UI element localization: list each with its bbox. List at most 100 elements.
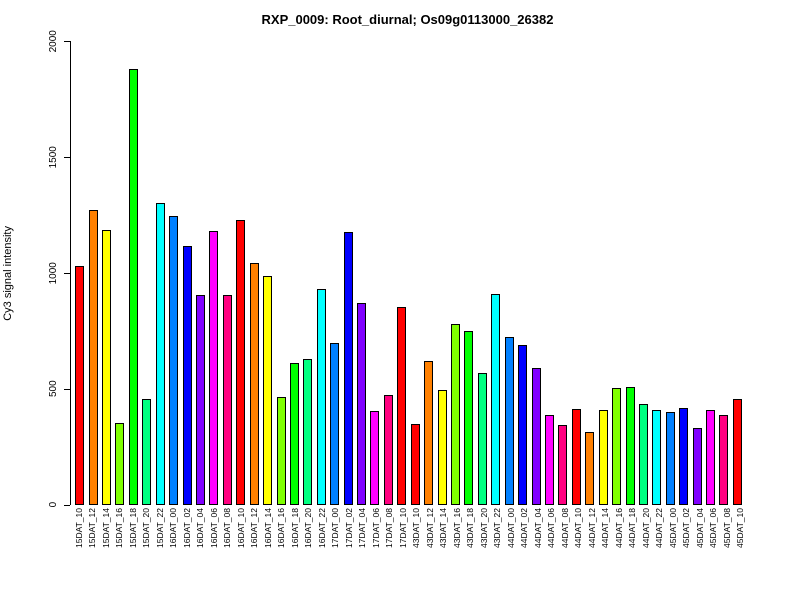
x-tick-label: 44DAT_00 (505, 508, 516, 549)
bar (316, 289, 326, 505)
x-tick-slot: 45DAT_02 (680, 508, 694, 588)
x-tick-slot: 44DAT_16 (612, 508, 626, 588)
bar (477, 372, 487, 505)
bar (330, 342, 340, 505)
bar (343, 232, 353, 505)
bar-slot (570, 41, 583, 505)
x-tick-slot: 16DAT_04 (194, 508, 208, 588)
bar (585, 431, 595, 505)
y-axis: 0 500 1000 1500 2000 (0, 30, 70, 508)
x-tick-slot: 43DAT_10 (410, 508, 424, 588)
x-tick-label: 16DAT_14 (262, 508, 273, 549)
x-tick-slot: 16DAT_18 (288, 508, 302, 588)
x-tick-slot: 15DAT_10 (72, 508, 86, 588)
bar-slot (462, 41, 475, 505)
x-tick-slot: 44DAT_06 (545, 508, 559, 588)
x-tick-label: 45DAT_02 (681, 508, 692, 549)
x-tick-label: 16DAT_08 (222, 508, 233, 549)
bar-slot (489, 41, 502, 505)
x-tick-slot: 43DAT_22 (491, 508, 505, 588)
bar-slot (610, 41, 623, 505)
x-tick-label: 44DAT_14 (600, 508, 611, 549)
x-tick-label: 43DAT_16 (451, 508, 462, 549)
bar (209, 231, 219, 505)
bar-slot (449, 41, 462, 505)
x-tick-slot: 43DAT_18 (464, 508, 478, 588)
bar (222, 295, 232, 505)
bar-slot (154, 41, 167, 505)
bar-slot (516, 41, 529, 505)
x-tick-slot: 15DAT_12 (86, 508, 100, 588)
bar (706, 409, 716, 505)
y-tick-label: 0 (48, 502, 59, 508)
x-tick-slot: 43DAT_12 (423, 508, 437, 588)
bar (504, 336, 514, 505)
y-tick-label: 1500 (48, 145, 59, 169)
x-tick-label: 15DAT_22 (154, 508, 165, 549)
x-tick-label: 16DAT_06 (208, 508, 219, 549)
bar-slot (556, 41, 569, 505)
x-tick-slot: 17DAT_06 (369, 508, 383, 588)
bar (612, 387, 622, 505)
x-tick-label: 44DAT_06 (546, 508, 557, 549)
x-tick-label: 43DAT_14 (438, 508, 449, 549)
bar-slot (637, 41, 650, 505)
x-tick-slot: 44DAT_00 (504, 508, 518, 588)
bar (558, 424, 568, 505)
y-tick-mark (64, 40, 70, 42)
bar-slot (435, 41, 448, 505)
bar (665, 412, 675, 505)
x-tick-label: 16DAT_02 (181, 508, 192, 549)
x-tick-slot: 16DAT_20 (302, 508, 316, 588)
x-tick-slot: 16DAT_00 (167, 508, 181, 588)
x-tick-label: 15DAT_10 (73, 508, 84, 549)
x-tick-label: 45DAT_08 (721, 508, 732, 549)
x-tick-slot: 45DAT_04 (693, 508, 707, 588)
y-tick-label: 2000 (48, 29, 59, 53)
x-tick-label: 16DAT_22 (316, 508, 327, 549)
bar (571, 408, 581, 505)
y-tick-mark (64, 156, 70, 158)
bar-slot (543, 41, 556, 505)
x-tick-slot: 16DAT_22 (315, 508, 329, 588)
bar (679, 407, 689, 505)
x-tick-label: 43DAT_18 (465, 508, 476, 549)
x-tick-slot: 44DAT_12 (585, 508, 599, 588)
x-tick-slot: 16DAT_08 (221, 508, 235, 588)
bar-slot (274, 41, 287, 505)
bar (598, 409, 608, 505)
x-tick-label: 43DAT_10 (411, 508, 422, 549)
bar-slot (529, 41, 542, 505)
bar-slot (86, 41, 99, 505)
x-tick-label: 44DAT_20 (640, 508, 651, 549)
x-tick-slot: 16DAT_02 (180, 508, 194, 588)
x-tick-label: 15DAT_14 (100, 508, 111, 549)
x-tick-slot: 16DAT_10 (234, 508, 248, 588)
bar-slot (422, 41, 435, 505)
x-tick-label: 16DAT_12 (249, 508, 260, 549)
bar (625, 386, 635, 505)
bar (383, 394, 393, 505)
bar (196, 295, 205, 505)
x-tick-slot: 17DAT_10 (396, 508, 410, 588)
x-tick-label: 45DAT_06 (708, 508, 719, 549)
bar-slot (127, 41, 140, 505)
y-tick-mark (64, 272, 70, 274)
x-tick-slot: 17DAT_04 (356, 508, 370, 588)
x-tick-label: 44DAT_12 (586, 508, 597, 549)
bar-slot (194, 41, 207, 505)
bar (692, 428, 702, 505)
bar (263, 276, 273, 505)
bar-slot (476, 41, 489, 505)
x-tick-slot: 44DAT_20 (639, 508, 653, 588)
bar (518, 344, 528, 505)
x-tick-slot: 44DAT_10 (572, 508, 586, 588)
x-tick-label: 15DAT_20 (141, 508, 152, 549)
x-tick-label: 17DAT_06 (370, 508, 381, 549)
x-tick-label: 45DAT_10 (735, 508, 746, 549)
bar-slot (167, 41, 180, 505)
bar (75, 266, 85, 505)
x-tick-slot: 16DAT_14 (261, 508, 275, 588)
x-tick-slot: 44DAT_04 (531, 508, 545, 588)
x-tick-slot: 44DAT_02 (518, 508, 532, 588)
